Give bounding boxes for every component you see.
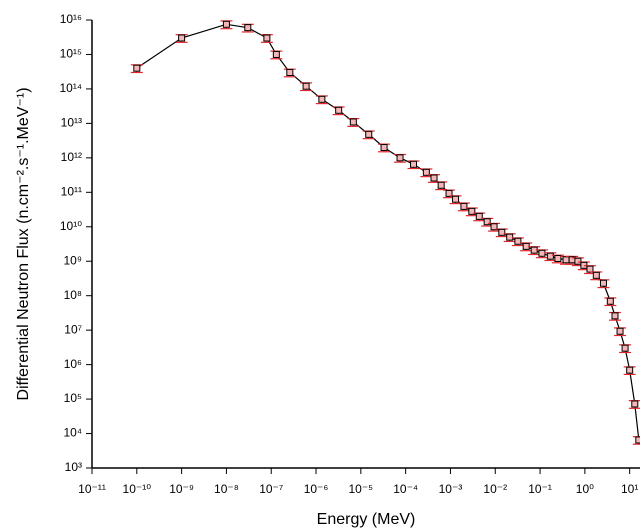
y-tick-label: 10⁸: [64, 288, 82, 302]
data-point: [635, 436, 640, 444]
y-tick-label: 10⁵: [64, 391, 82, 405]
data-point: [178, 34, 186, 42]
data-point: [498, 228, 506, 236]
y-tick-label: 10⁶: [64, 357, 82, 371]
y-tick-label: 10⁴: [63, 426, 82, 440]
y-tick-label: 10⁹: [64, 253, 83, 267]
y-tick-label: 10⁷: [64, 322, 82, 336]
data-point: [490, 223, 498, 231]
data-point: [611, 312, 619, 320]
data-point: [318, 95, 326, 103]
data-point: [460, 202, 468, 210]
data-point: [272, 50, 280, 58]
x-tick-label: 10⁰: [576, 482, 594, 496]
data-point: [631, 400, 639, 408]
data-point: [430, 174, 438, 182]
data-point: [380, 143, 388, 151]
x-axis-label: Energy (MeV): [317, 511, 416, 528]
x-tick-label: 10⁻²: [483, 482, 507, 496]
data-point: [616, 327, 624, 335]
y-axis-label: Differential Neutron Flux (n.cm⁻².s⁻¹.Me…: [15, 87, 32, 400]
data-point: [562, 256, 570, 264]
data-point: [599, 279, 607, 287]
data-point: [244, 24, 252, 32]
data-point: [335, 106, 343, 114]
y-tick-label: 10¹³: [61, 116, 82, 130]
y-tick-label: 10¹²: [61, 150, 82, 164]
x-tick-label: 10⁻¹¹: [78, 482, 106, 496]
x-tick-label: 10⁻⁵: [349, 482, 374, 496]
data-point: [592, 271, 600, 279]
x-tick-label: 10¹: [621, 482, 638, 496]
data-point: [365, 130, 373, 138]
data-point: [506, 233, 514, 241]
x-tick-label: 10⁻⁷: [259, 482, 283, 496]
data-point: [468, 207, 476, 215]
data-point: [349, 118, 357, 126]
data-point: [514, 237, 522, 245]
x-tick-label: 10⁻⁹: [169, 482, 194, 496]
data-point: [437, 181, 445, 189]
data-point: [554, 255, 562, 263]
data-point: [410, 160, 418, 168]
x-tick-label: 10⁻¹: [528, 482, 552, 496]
y-tick-label: 10¹¹: [61, 184, 82, 198]
x-tick-label: 10⁻⁴: [393, 482, 418, 496]
data-point: [626, 366, 634, 374]
data-line: [136, 23, 640, 441]
data-point: [483, 218, 491, 226]
data-point: [621, 344, 629, 352]
data-point: [133, 64, 141, 72]
y-tick-label: 10¹⁶: [60, 12, 82, 26]
data-point: [586, 265, 594, 273]
data-point: [422, 168, 430, 176]
data-point: [452, 195, 460, 203]
y-tick-label: 10¹⁰: [60, 219, 82, 233]
y-tick-label: 10¹⁵: [60, 47, 82, 61]
y-tick-label: 10¹⁴: [60, 81, 83, 95]
data-point: [445, 189, 453, 197]
data-point: [286, 68, 294, 76]
data-point: [302, 82, 310, 90]
data-point: [546, 252, 554, 260]
data-point: [475, 212, 483, 220]
x-tick-label: 10⁻³: [439, 482, 463, 496]
y-tick-label: 10³: [65, 460, 82, 474]
x-tick-label: 10⁻⁸: [214, 482, 239, 496]
x-tick-label: 10⁻¹⁰: [123, 482, 152, 496]
data-point: [538, 249, 546, 257]
data-point: [396, 154, 404, 162]
data-point: [222, 20, 230, 28]
x-tick-label: 10⁻⁶: [304, 482, 329, 496]
data-point: [606, 297, 614, 305]
data-point: [263, 34, 271, 42]
data-point: [574, 257, 582, 265]
